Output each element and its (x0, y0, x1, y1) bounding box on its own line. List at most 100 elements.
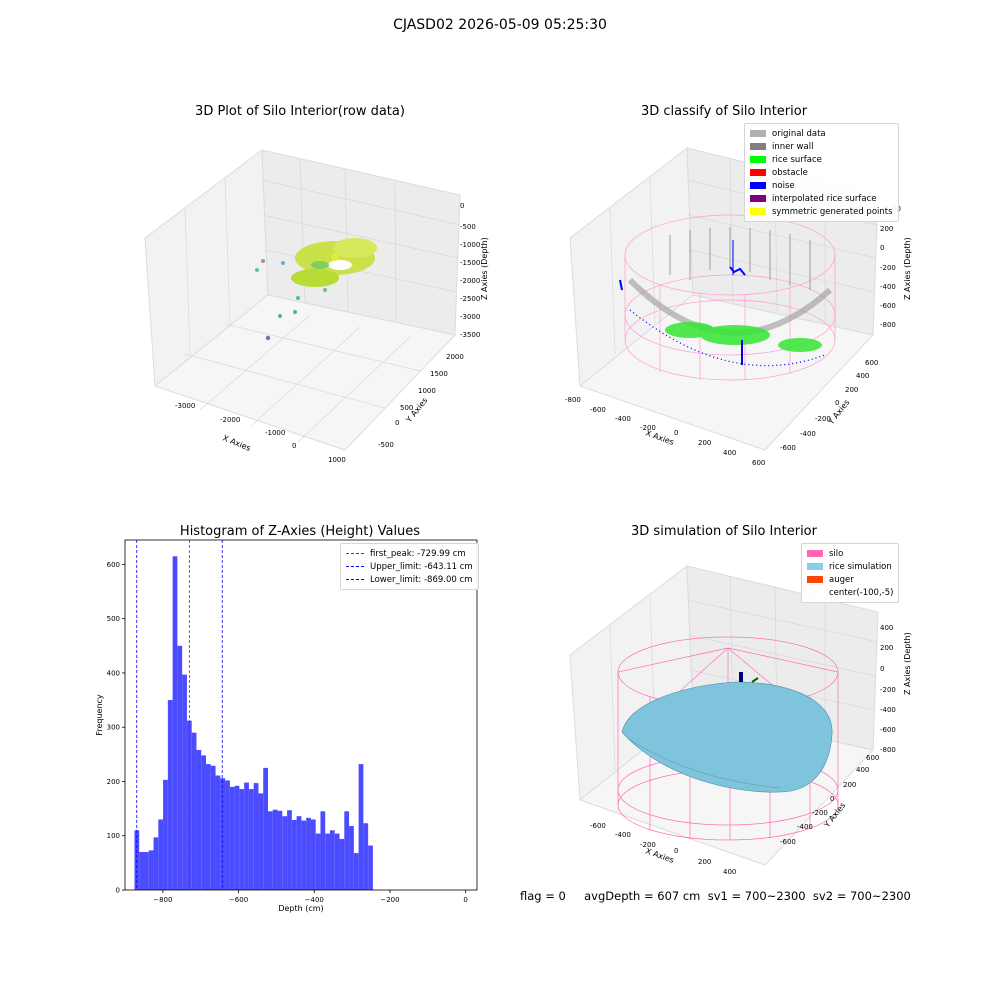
classify-legend: original data inner wall rice surface ob… (744, 123, 899, 222)
legend-line (346, 579, 364, 580)
histogram-bar (282, 816, 288, 890)
x-tick: 0 (674, 429, 678, 437)
histogram-bar (139, 852, 145, 890)
y-tick: 0 (830, 795, 834, 803)
x-tick-label: −200 (380, 896, 399, 904)
legend-item: noise (750, 179, 893, 192)
status-readout: flag = 0 avgDepth = 607 cm sv1 = 700~230… (520, 889, 911, 903)
x-tick: 0 (674, 847, 678, 855)
histogram-bar (248, 789, 254, 890)
z-axis-label: Z Axies (Depth) (903, 632, 912, 695)
histogram-bar (258, 793, 264, 890)
histogram-bar (244, 782, 249, 890)
x-axis-label: X Axies (644, 428, 675, 447)
histogram-bar (148, 850, 154, 890)
histogram-bar (220, 778, 226, 890)
histogram-bar (306, 817, 311, 890)
legend-item: rice simulation (807, 560, 893, 573)
y-tick: -400 (797, 823, 813, 831)
legend-item: Upper_limit: -643.11 cm (346, 560, 473, 573)
x-tick: 200 (698, 858, 711, 866)
x-axis-label: X Axies (644, 846, 675, 865)
x-tick: -2000 (220, 416, 240, 424)
histogram-bar (253, 783, 259, 890)
y-tick: -500 (378, 441, 394, 449)
x-axis-label: X Axies (221, 434, 252, 453)
histogram-bar (277, 810, 283, 890)
y-tick: 1500 (430, 370, 448, 378)
histogram-bar (201, 755, 206, 890)
y-axis-label: Frequency (95, 694, 104, 736)
rice-simulation-surface (621, 681, 833, 793)
legend-swatch (807, 589, 823, 596)
y-tick: -600 (780, 444, 796, 452)
z-tick: 0 (880, 665, 884, 673)
x-tick-label: −600 (229, 896, 248, 904)
histogram-bar (210, 765, 216, 890)
histogram-bar (353, 853, 359, 890)
z-tick: 0 (880, 244, 884, 252)
legend-item: Lower_limit: -869.00 cm (346, 573, 473, 586)
legend-item: center(-100,-5) (807, 586, 893, 599)
legend-line (346, 566, 364, 567)
z-tick: -1500 (460, 259, 480, 267)
histogram-bar (272, 809, 278, 890)
histogram-bar (158, 819, 164, 890)
legend-item: first_peak: -729.99 cm (346, 547, 473, 560)
y-tick: 0 (395, 419, 399, 427)
x-tick-label: 0 (463, 896, 467, 904)
legend-swatch (750, 208, 766, 215)
histogram-bar (153, 837, 159, 890)
y-tick: 200 (845, 386, 858, 394)
histogram-chart[interactable]: −800 −600 −400 −200 0 0 100 200 300 400 500 600 De… (80, 530, 500, 920)
z-tick: -3500 (460, 331, 480, 339)
histogram-bar (334, 833, 340, 890)
histogram-bar (205, 764, 211, 890)
histogram-title: Histogram of Z-Axies (Height) Values (179, 524, 421, 539)
histogram-bar (196, 750, 202, 890)
histogram-bar (363, 823, 369, 890)
plot-frame (124, 539, 478, 891)
raw-3d-plot[interactable]: -3000 -2000 -1000 0 1000 -500 0 500 1000… (140, 140, 500, 470)
z-tick: -400 (880, 283, 896, 291)
histogram-bar (320, 811, 326, 890)
y-tick: -600 (780, 838, 796, 846)
x-tick: -600 (590, 406, 606, 414)
histogram-bar (182, 674, 187, 890)
y-tick-label: 300 (107, 724, 120, 732)
x-tick: 600 (752, 459, 765, 467)
raw-point-cloud (255, 238, 377, 341)
simulation-plot-title: 3D simulation of Silo Interior (631, 524, 817, 539)
legend-swatch (750, 130, 766, 137)
histogram-bar (225, 780, 230, 890)
x-tick: 1000 (328, 456, 346, 464)
histogram-bar (177, 645, 183, 890)
simulation-3d-plot[interactable]: -600 -400 -200 0 200 400 -600 -400 -200 … (560, 560, 920, 880)
x-tick: -800 (565, 396, 581, 404)
z-tick: -600 (880, 302, 896, 310)
z-tick: 400 (880, 624, 893, 632)
legend-item: inner wall (750, 140, 893, 153)
legend-item: silo (807, 547, 893, 560)
classify-3d-plot[interactable]: -800 -600 -400 -200 0 200 400 600 -600 -… (560, 140, 920, 470)
x-tick: -600 (590, 822, 606, 830)
y-tick-label: 100 (107, 832, 120, 840)
x-tick: -200 (640, 841, 656, 849)
z-tick: -800 (880, 746, 896, 754)
legend-swatch (750, 169, 766, 176)
auger-marker (739, 672, 743, 682)
histogram-bar (344, 811, 350, 890)
legend-line (346, 553, 364, 554)
histogram-bar (368, 845, 373, 890)
histogram-legend: first_peak: -729.99 cm Upper_limit: -643… (340, 543, 479, 590)
legend-item: original data (750, 127, 893, 140)
y-tick: 400 (856, 372, 869, 380)
x-tick: -200 (640, 424, 656, 432)
x-tick: 400 (723, 868, 736, 876)
histogram-bar (167, 700, 173, 890)
z-tick: -2500 (460, 295, 480, 303)
z-tick: -1000 (460, 241, 480, 249)
histogram-bars (134, 556, 373, 890)
histogram-bar (325, 833, 330, 890)
z-tick: -2000 (460, 277, 480, 285)
